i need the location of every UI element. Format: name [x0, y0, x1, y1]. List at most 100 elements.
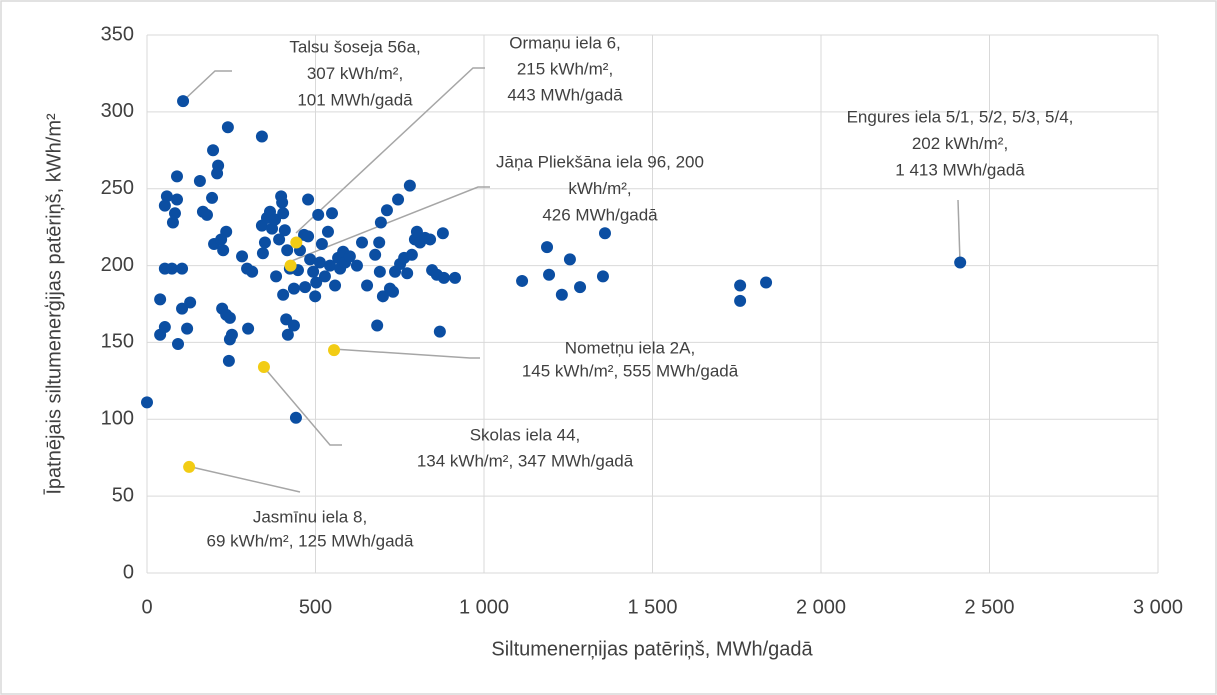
- point: [246, 265, 259, 278]
- point: [734, 279, 747, 292]
- point: [256, 247, 269, 260]
- point: [437, 271, 450, 284]
- point: [380, 204, 393, 217]
- point: [405, 248, 418, 261]
- point: [401, 267, 414, 280]
- point: [436, 227, 449, 240]
- point: [158, 199, 171, 212]
- annotation: 443 MWh/gadā: [507, 85, 623, 104]
- point: [273, 233, 286, 246]
- x-tick-label: 1 000: [459, 596, 509, 618]
- x-tick-label: 2 000: [796, 596, 846, 618]
- annotation: Engures iela 5/1, 5/2, 5/3, 5/4,: [847, 107, 1074, 126]
- point: [309, 290, 322, 303]
- point: [424, 233, 437, 246]
- point: [315, 238, 328, 251]
- point: [278, 224, 291, 237]
- point: [217, 244, 230, 257]
- annotation: 307 kWh/m²,: [307, 64, 403, 83]
- point: [307, 265, 320, 278]
- annotation: Jasmīnu iela 8,: [253, 507, 367, 526]
- leader-line: [182, 70, 232, 102]
- point: [242, 322, 255, 335]
- point: [433, 325, 446, 338]
- point: [392, 193, 405, 206]
- point: [181, 322, 194, 335]
- leader-line: [186, 465, 301, 493]
- point: [287, 319, 300, 332]
- point: [328, 344, 341, 357]
- point: [168, 207, 181, 220]
- point: [170, 193, 183, 206]
- annotation: 215 kWh/m²,: [517, 59, 613, 78]
- annotation: 101 MWh/gadā: [297, 90, 413, 109]
- x-tick-label: 2 500: [964, 596, 1014, 618]
- point: [299, 281, 312, 294]
- point: [289, 411, 302, 424]
- leader-line: [261, 364, 342, 446]
- point: [154, 293, 167, 306]
- y-tick-label: 150: [101, 331, 134, 353]
- point: [160, 190, 173, 203]
- point: [302, 193, 315, 206]
- point: [183, 460, 196, 473]
- point: [387, 285, 400, 298]
- annotation: Jāņa Pliekšāna iela 96, 200: [496, 152, 704, 171]
- leader-line: [957, 199, 961, 263]
- y-tick-label: 350: [101, 23, 134, 45]
- point: [206, 191, 219, 204]
- y-tick-label: 50: [112, 484, 134, 506]
- point: [373, 236, 386, 249]
- point: [211, 167, 224, 180]
- point: [170, 170, 183, 183]
- point: [312, 208, 325, 221]
- point: [221, 121, 234, 134]
- point: [343, 250, 356, 263]
- point: [323, 259, 336, 272]
- annotation: 134 kWh/m², 347 MWh/gadā: [417, 451, 634, 470]
- point: [184, 296, 197, 309]
- x-tick-label: 500: [299, 596, 332, 618]
- point: [374, 216, 387, 229]
- point: [326, 207, 339, 220]
- point: [223, 311, 236, 324]
- point: [369, 248, 382, 261]
- annotation: Skolas iela 44,: [470, 425, 581, 444]
- point: [373, 265, 386, 278]
- annotation: Ormaņu iela 6,: [509, 33, 621, 52]
- annotation: Nometņu iela 2A,: [565, 338, 695, 357]
- point: [258, 236, 271, 249]
- point: [563, 253, 576, 266]
- point: [277, 288, 290, 301]
- point: [141, 396, 153, 409]
- point: [166, 216, 179, 229]
- annotation: 145 kWh/m², 555 MWh/gadā: [522, 361, 739, 380]
- point: [222, 354, 235, 367]
- point: [516, 274, 529, 287]
- point: [276, 196, 289, 209]
- x-tick-label: 3 000: [1133, 596, 1183, 618]
- annotation: kWh/m²,: [568, 179, 631, 198]
- annotation: 426 MWh/gadā: [542, 205, 658, 224]
- y-tick-label: 100: [101, 408, 134, 430]
- point: [321, 225, 334, 238]
- x-axis-title: Siltumenerņijas patēriņš, MWh/gadā: [491, 638, 813, 660]
- point: [207, 144, 220, 157]
- point: [270, 270, 283, 283]
- point: [371, 319, 384, 332]
- annotation: 69 kWh/m², 125 MWh/gadā: [207, 531, 414, 550]
- point: [541, 241, 554, 254]
- point: [543, 268, 556, 281]
- point: [277, 207, 290, 220]
- point: [200, 208, 213, 221]
- leader-line: [288, 186, 490, 263]
- point: [376, 290, 389, 303]
- point: [350, 259, 363, 272]
- annotation: 1 413 MWh/gadā: [895, 160, 1025, 179]
- point: [403, 179, 416, 192]
- point: [734, 294, 747, 307]
- point: [220, 225, 233, 238]
- point: [596, 270, 609, 283]
- point: [555, 288, 568, 301]
